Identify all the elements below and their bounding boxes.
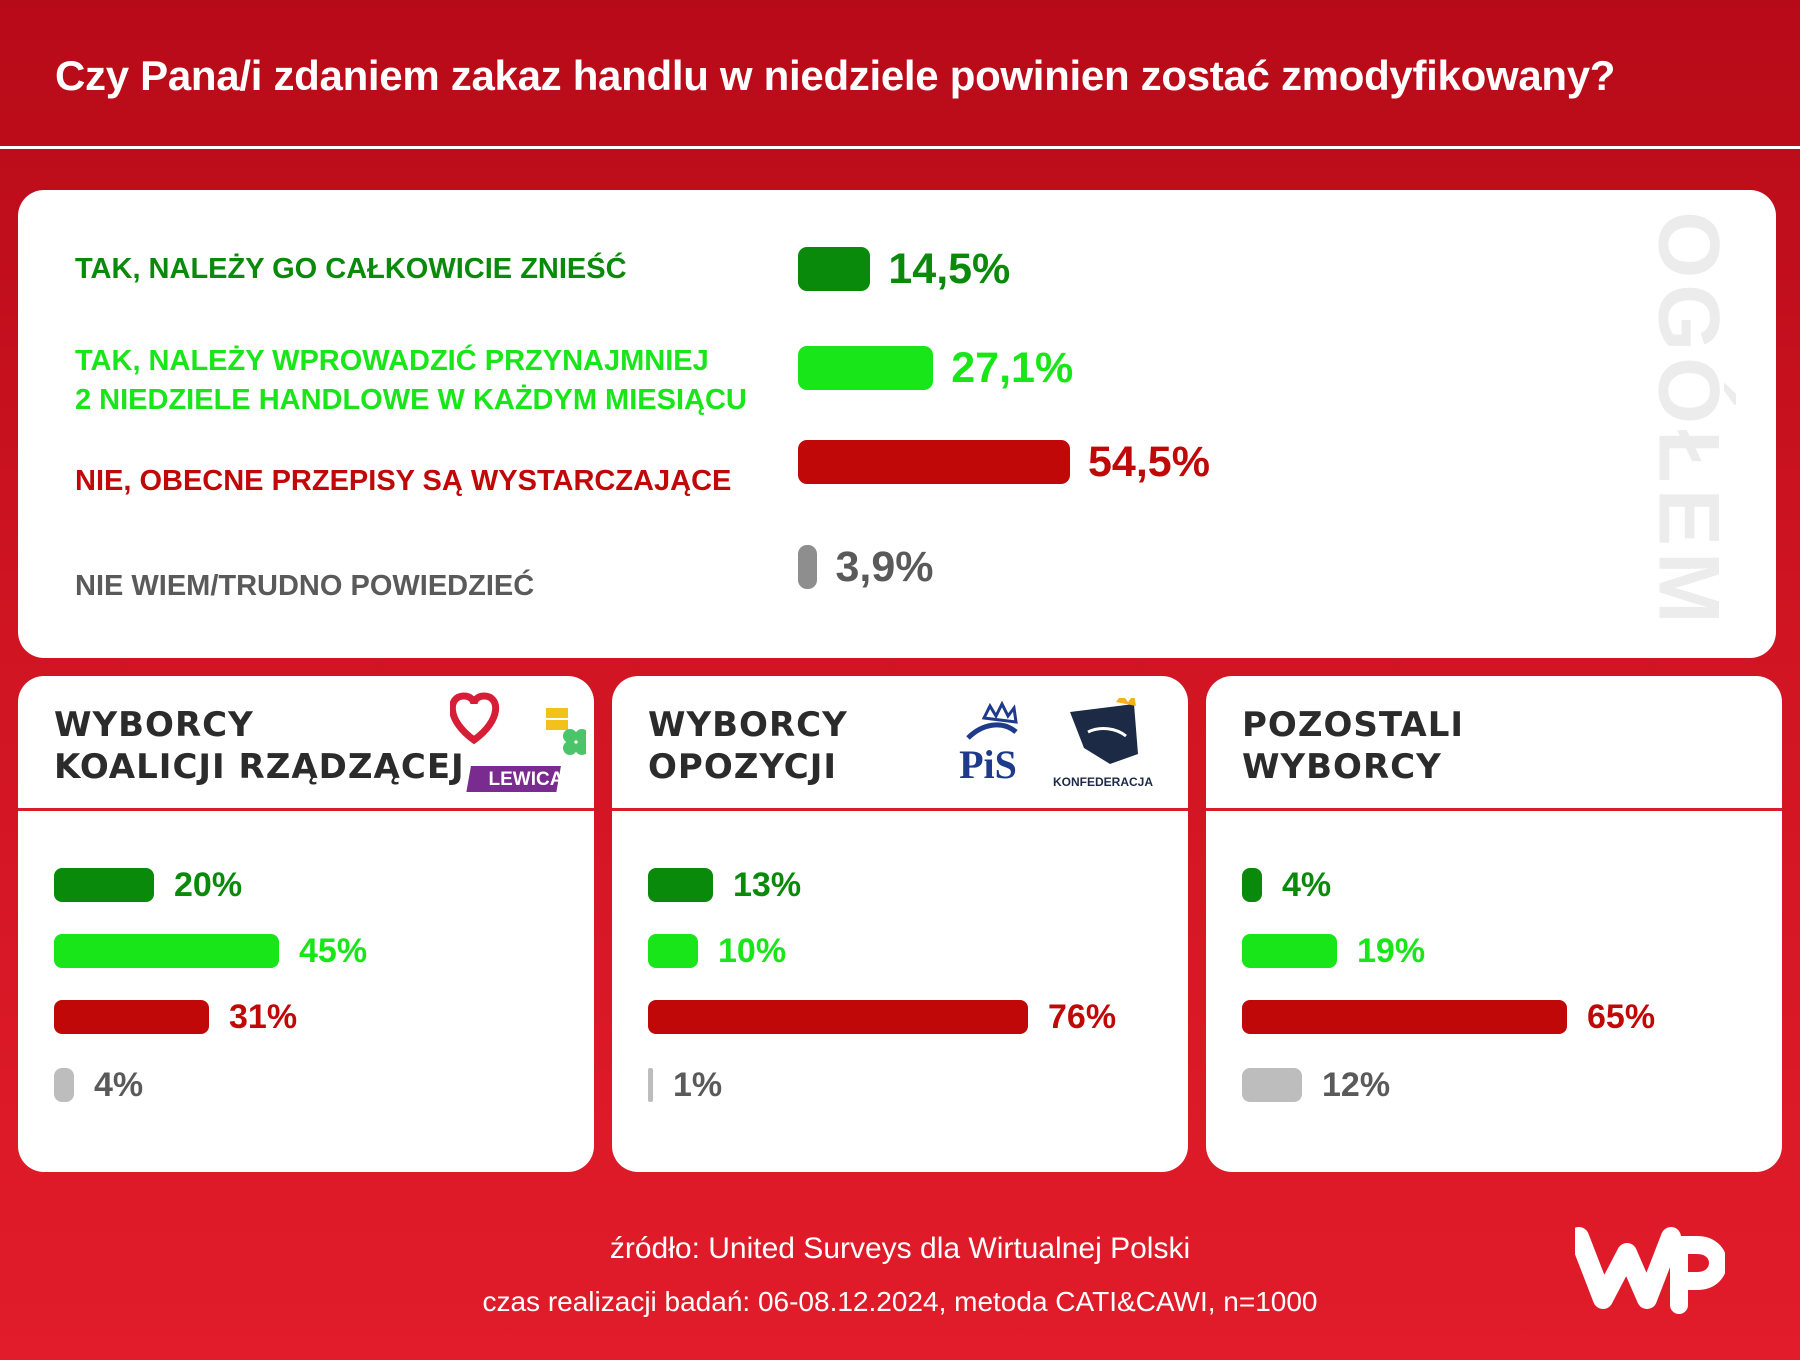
opposition-logos: PiS KONFEDERACJA	[959, 698, 1153, 789]
overall-label-3: NIE WIEM/TRUDNO POWIEDZIEĆ	[75, 570, 535, 602]
group0-value-2: 31%	[229, 998, 298, 1036]
group0-value-3: 4%	[94, 1066, 144, 1104]
overall-bar-2	[798, 440, 1070, 484]
group2-bar-2	[1242, 1000, 1567, 1034]
group-title-others: POZOSTALI WYBORCY	[1242, 705, 1465, 787]
heart-logo-icon	[450, 692, 500, 745]
group-card-coalition: WYBORCY KOALICJI RZĄDZĄCEJ LEWICA 20% 45…	[18, 676, 594, 1172]
group1-bar-3	[648, 1068, 653, 1102]
overall-value-2: 54,5%	[1088, 438, 1210, 486]
overall-bar-3	[798, 545, 818, 589]
group2-value-0: 4%	[1282, 866, 1332, 904]
svg-text:LEWICA: LEWICA	[489, 769, 564, 790]
svg-text:KONFEDERACJA: KONFEDERACJA	[1053, 775, 1153, 789]
group1-value-1: 10%	[718, 932, 787, 970]
group1-bar-0	[648, 868, 713, 902]
wp-logo: WP	[1575, 1225, 1725, 1314]
overall-value-3: 3,9%	[835, 543, 934, 591]
overall-label-1: TAK, NALEŻY WPROWADZIĆ PRZYNAJMNIEJ 2 NI…	[75, 345, 747, 416]
group-card-others: POZOSTALI WYBORCY 4% 19% 65% 12%	[1206, 676, 1782, 1172]
group2-bar-1	[1242, 934, 1337, 968]
group0-bar-3	[54, 1068, 74, 1102]
overall-bar-1	[798, 346, 934, 390]
group0-bar-0	[54, 868, 154, 902]
chart-title: Czy Pana/i zdaniem zakaz handlu w niedzi…	[55, 52, 1616, 99]
overall-label-2: NIE, OBECNE PRZEPISY SĄ WYSTARCZAJĄCE	[75, 465, 732, 497]
overall-value-0: 14,5%	[888, 245, 1011, 293]
overall-value-1: 27,1%	[951, 344, 1074, 392]
group1-bar-1	[648, 934, 698, 968]
group1-value-3: 1%	[673, 1066, 723, 1104]
footer-source: źródło: United Surveys dla Wirtualnej Po…	[609, 1232, 1191, 1265]
group2-bar-0	[1242, 868, 1262, 902]
group2-bar-3	[1242, 1068, 1302, 1102]
footer-method: czas realizacji badań: 06-08.12.2024, me…	[482, 1286, 1318, 1317]
pis-logo: PiS	[959, 700, 1018, 787]
group1-bar-2	[648, 1000, 1028, 1034]
group2-value-1: 19%	[1357, 932, 1426, 970]
overall-label-0: TAK, NALEŻY GO CAŁKOWICIE ZNIEŚĆ	[75, 253, 627, 285]
clover-logo-icon	[563, 729, 586, 755]
group-card-opposition: WYBORCY OPOZYCJI PiS KONFEDERACJA 13% 10…	[612, 676, 1188, 1172]
lewica-logo: LEWICA	[466, 766, 564, 792]
group-divider	[1206, 808, 1782, 811]
overall-side-label: OGÓŁEM	[1640, 210, 1737, 630]
2050-logo-icon	[546, 708, 568, 730]
group-title-coalition: WYBORCY KOALICJI RZĄDZĄCEJ	[54, 705, 465, 787]
group0-bar-2	[54, 1000, 209, 1034]
group-divider	[612, 808, 1188, 811]
overall-card: TAK, NALEŻY GO CAŁKOWICIE ZNIEŚĆ TAK, NA…	[18, 190, 1776, 658]
svg-text:WP: WP	[1575, 1225, 1577, 1226]
group2-value-3: 12%	[1322, 1066, 1391, 1104]
group2-value-2: 65%	[1587, 998, 1656, 1036]
coalition-logos: LEWICA	[450, 692, 586, 792]
group-title-opposition: WYBORCY OPOZYCJI	[648, 705, 848, 787]
group0-bar-1	[54, 934, 279, 968]
svg-text:PiS: PiS	[959, 742, 1017, 787]
group0-value-0: 20%	[174, 866, 243, 904]
group1-value-2: 76%	[1048, 998, 1117, 1036]
group1-value-0: 13%	[733, 866, 802, 904]
konfederacja-logo: KONFEDERACJA	[1053, 698, 1153, 789]
overall-bar-0	[798, 247, 871, 291]
group0-value-1: 45%	[299, 932, 368, 970]
group-divider	[18, 808, 594, 811]
title-divider	[0, 146, 1800, 149]
